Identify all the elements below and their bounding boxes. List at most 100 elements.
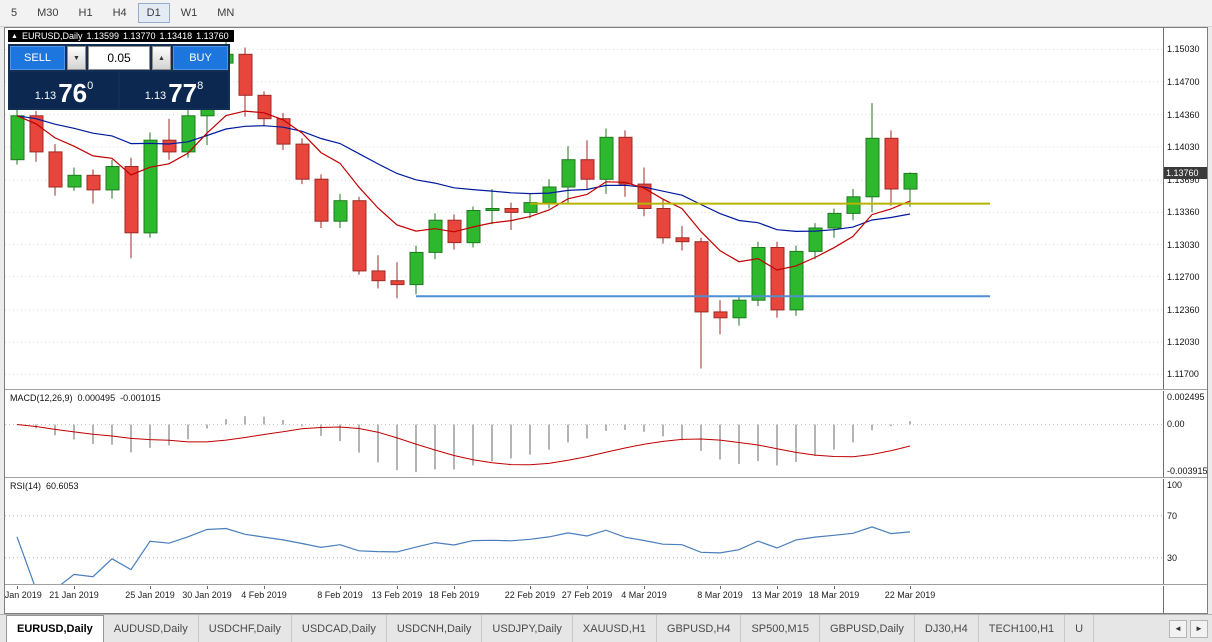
one-click-trading-panel: SELL ▼ ▲ BUY 1.13 76 0 1.13	[8, 44, 230, 110]
candle-body	[827, 212, 842, 229]
sell-price-sup: 0	[87, 80, 94, 92]
panel-separator[interactable]	[5, 477, 1207, 479]
buy-price-sup: 8	[197, 80, 204, 92]
candle-body	[789, 250, 804, 311]
ma-fast-line	[16, 110, 911, 271]
price-axis-label: 1.14360	[1167, 109, 1200, 120]
tabs-scroll-right-button[interactable]: ►	[1190, 619, 1208, 638]
panel-separator[interactable]	[5, 389, 1207, 391]
macd-label: MACD(12,26,9) 0.000495 -0.001015	[10, 393, 161, 403]
price-axis-label: 1.13030	[1167, 239, 1200, 250]
sell-price-prefix: 1.13	[34, 90, 57, 102]
tab-tech100-h1[interactable]: TECH100,H1	[979, 615, 1066, 642]
tab-usdchf-daily[interactable]: USDCHF,Daily	[199, 615, 292, 642]
tab-usdcad-daily[interactable]: USDCAD,Daily	[292, 615, 387, 642]
macd-canvas[interactable]	[5, 391, 1163, 477]
macd-name: MACD(12,26,9)	[10, 393, 73, 403]
chart-tabbar: EURUSD,Daily AUDUSD,Daily USDCHF,Daily USDC…	[0, 614, 1212, 642]
candle-body	[903, 172, 918, 190]
candle-body	[295, 143, 310, 180]
time-tick	[264, 586, 265, 589]
volume-down-button[interactable]: ▼	[67, 46, 86, 70]
tab-audusd-daily[interactable]: AUDUSD,Daily	[104, 615, 199, 642]
timeframe-w1[interactable]: W1	[180, 7, 198, 19]
chart-window: ▲ EURUSD,Daily 1.13599 1.13770 1.13418 1…	[4, 27, 1208, 614]
candle-body	[542, 186, 557, 204]
candle-body	[143, 139, 158, 234]
candle-body	[580, 159, 595, 180]
tab-sp500-m15[interactable]: SP500,M15	[741, 615, 820, 642]
candle-body	[105, 166, 120, 191]
candle-body	[504, 208, 519, 213]
time-tick	[834, 586, 835, 589]
buy-price-prefix: 1.13	[144, 90, 167, 102]
sell-price-button[interactable]: 1.13 76 0	[10, 72, 118, 108]
tab-dj30-h4[interactable]: DJ30,H4	[915, 615, 979, 642]
candle-body	[865, 137, 880, 198]
candle-body	[770, 247, 785, 311]
main-plot-area[interactable]: ▲ EURUSD,Daily 1.13599 1.13770 1.13418 1…	[5, 28, 1163, 389]
price-axis-label: 1.13360	[1167, 207, 1200, 218]
rsi-axis-30: 30	[1167, 552, 1178, 563]
price-axis-label: 1.12700	[1167, 271, 1200, 282]
time-tick	[17, 586, 18, 589]
candle-body	[181, 115, 196, 153]
candle-body	[884, 137, 899, 190]
macd-axis-max: 0.002495	[1167, 392, 1205, 402]
volume-up-button[interactable]: ▲	[152, 46, 171, 70]
time-axis-label: 18 Mar 2019	[808, 590, 860, 600]
ohlc-open: 1.13599	[86, 31, 119, 41]
rsi-axis-max: 100	[1167, 480, 1183, 490]
candle-body	[428, 219, 443, 253]
time-tick	[720, 586, 721, 589]
buy-button[interactable]: BUY	[173, 46, 228, 70]
timeframe-m30[interactable]: M30	[37, 7, 59, 19]
chevron-down-icon: ▼	[73, 54, 80, 62]
sell-button[interactable]: SELL	[10, 46, 65, 70]
price-axis-label: 1.14030	[1167, 142, 1200, 153]
candle-body	[276, 118, 291, 145]
rsi-panel: RSI(14) 60.6053 100 70 30	[5, 479, 1207, 584]
macd-plot-area[interactable]: MACD(12,26,9) 0.000495 -0.001015	[5, 391, 1163, 477]
time-tick	[910, 586, 911, 589]
tab-eurusd-daily[interactable]: EURUSD,Daily	[6, 615, 104, 642]
time-axis-label: 18 Feb 2019	[428, 590, 480, 600]
price-axis-label: 1.14700	[1167, 76, 1200, 87]
trade-panel-expander-icon[interactable]: ▲	[11, 32, 18, 40]
timeframe-h1[interactable]: H1	[78, 7, 93, 19]
buy-price-button[interactable]: 1.13 77 8	[120, 72, 228, 108]
timeframe-5[interactable]: 5	[11, 7, 18, 19]
time-tick	[340, 586, 341, 589]
tab-usdcnh-daily[interactable]: USDCNH,Daily	[387, 615, 483, 642]
candle-body	[238, 53, 253, 96]
tab-usdjpy-daily[interactable]: USDJPY,Daily	[482, 615, 573, 642]
main-chart-canvas[interactable]	[5, 28, 1163, 389]
rsi-plot-area[interactable]: RSI(14) 60.6053	[5, 479, 1163, 584]
rsi-axis: 100 70 30	[1163, 479, 1207, 584]
tab-gbpusd-daily[interactable]: GBPUSD,Daily	[820, 615, 915, 642]
time-tick	[644, 586, 645, 589]
timeframe-toolbar: 5 M30 H1 H4 D1 W1 MN	[0, 0, 1212, 27]
macd-signal-line	[16, 424, 911, 466]
candle-body	[409, 251, 424, 286]
timeframe-d1[interactable]: D1	[137, 3, 170, 23]
time-tick	[587, 586, 588, 589]
timeframe-mn[interactable]: MN	[217, 7, 235, 19]
current-price-badge: 1.13760	[1164, 167, 1207, 180]
candle-body	[846, 196, 861, 214]
time-tick	[530, 586, 531, 589]
timeframe-h4[interactable]: H4	[112, 7, 127, 19]
candle-body	[713, 311, 728, 319]
volume-input[interactable]	[88, 46, 150, 70]
rsi-canvas[interactable]	[5, 479, 1163, 584]
rsi-value: 60.6053	[46, 481, 79, 491]
symbol-period-label: EURUSD,Daily	[21, 31, 83, 41]
main-price-panel: ▲ EURUSD,Daily 1.13599 1.13770 1.13418 1…	[5, 28, 1207, 389]
rsi-axis-70: 70	[1167, 510, 1178, 521]
tab-xauusd-h1[interactable]: XAUUSD,H1	[573, 615, 657, 642]
tabs-scroll-left-button[interactable]: ◄	[1169, 619, 1187, 638]
tab-u[interactable]: U	[1065, 615, 1095, 642]
tab-gbpusd-h4[interactable]: GBPUSD,H4	[657, 615, 742, 642]
time-axis-label: 4 Mar 2019	[621, 590, 667, 600]
candle-body	[485, 208, 500, 211]
